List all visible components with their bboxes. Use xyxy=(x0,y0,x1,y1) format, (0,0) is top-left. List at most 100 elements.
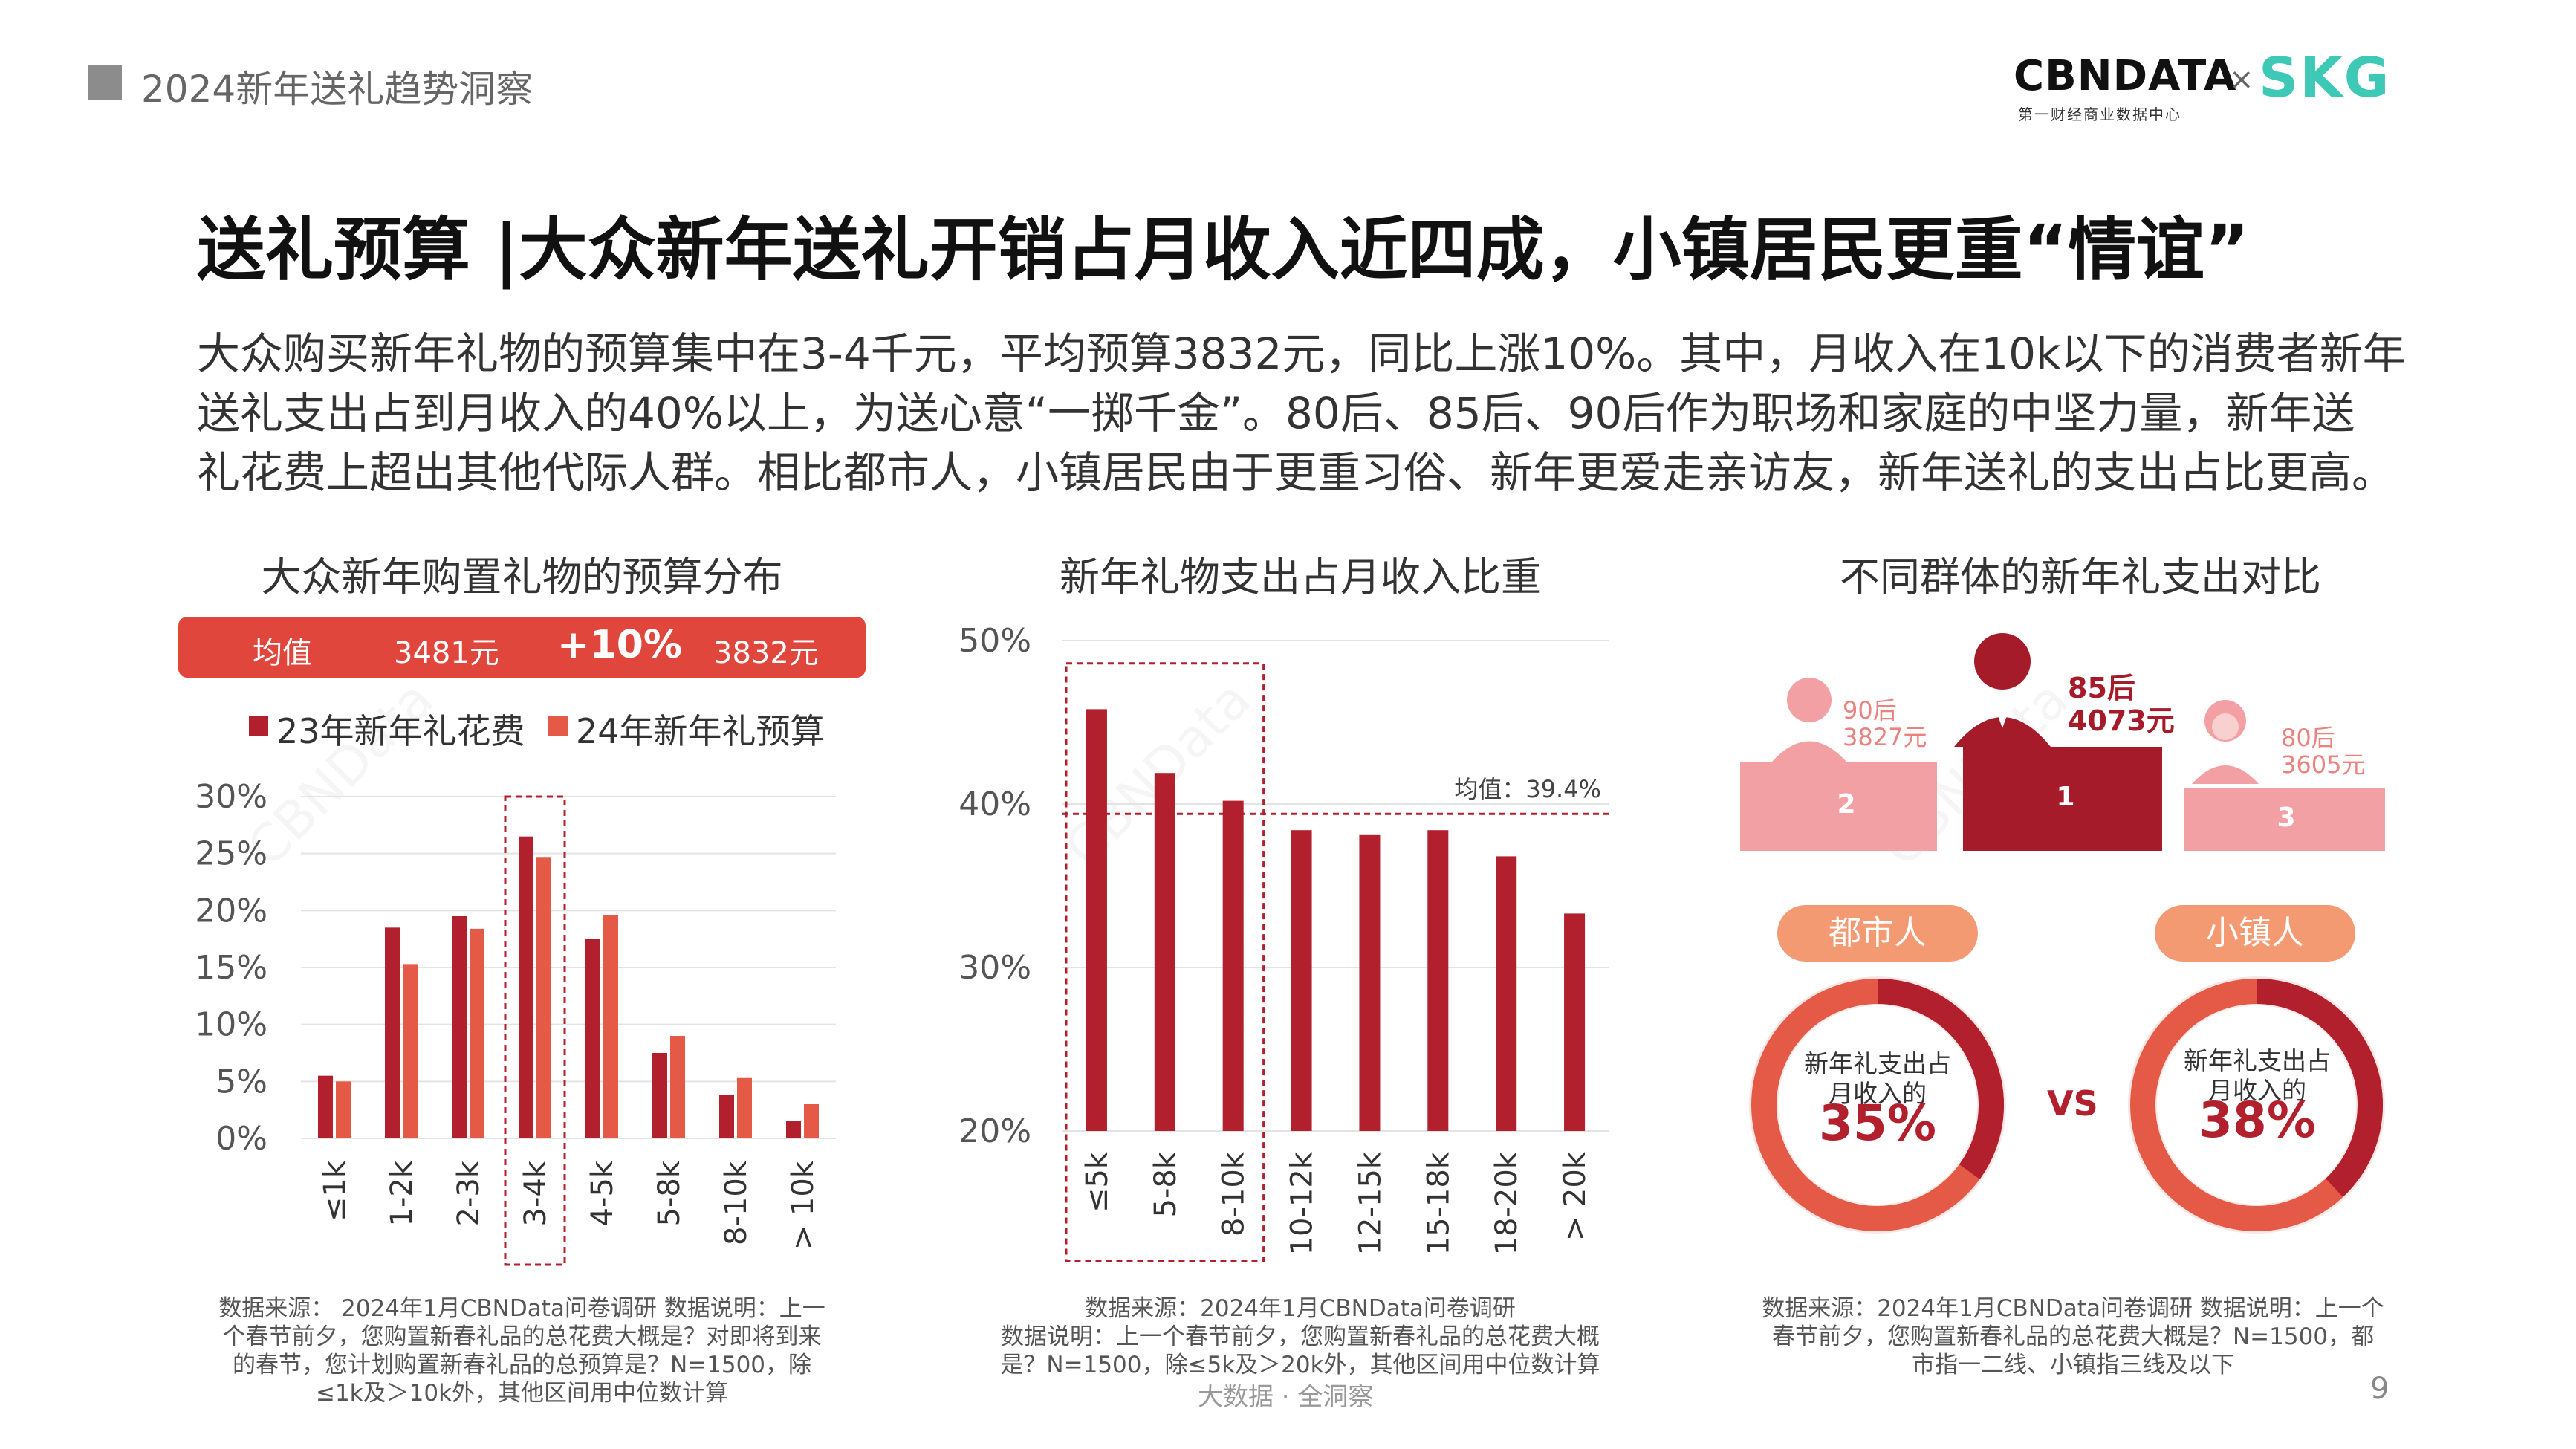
page-number: 9 xyxy=(2370,1372,2390,1406)
legend-label-2024: 24年新年礼预算 xyxy=(576,711,825,751)
bar xyxy=(1291,830,1312,1131)
bar xyxy=(1427,830,1449,1131)
x-tick-label: 15-18k xyxy=(1421,1151,1456,1255)
x-tick-label: 1-2k xyxy=(385,1160,419,1226)
legend-label-2023: 23年新年礼花费 xyxy=(276,711,525,751)
chart3-title: 不同群体的新年礼支出对比 xyxy=(1840,554,2321,600)
y-tick-label: 0% xyxy=(215,1120,267,1158)
average-line-label: 均值：39.4% xyxy=(1454,775,1601,803)
podium-rank-3: 3 xyxy=(2277,803,2296,833)
bar xyxy=(804,1104,819,1138)
y-tick-label: 20% xyxy=(195,892,267,930)
x-tick-label: 18-20k xyxy=(1490,1151,1524,1255)
x-tick-label: 5-8k xyxy=(1149,1151,1183,1217)
y-tick-label: 25% xyxy=(195,835,267,873)
chart2-title: 新年礼物支出占月收入比重 xyxy=(1060,554,1541,600)
x-tick-label: ≤5k xyxy=(1080,1151,1115,1213)
x-tick-label: > 20k xyxy=(1558,1151,1592,1241)
x-tick-label: ≤1k xyxy=(318,1160,352,1222)
y-tick-label: 15% xyxy=(195,949,267,987)
person-85s-icon xyxy=(1954,633,2051,747)
podium-1 xyxy=(1963,747,2162,851)
donut-segment xyxy=(1877,979,2004,1179)
town-donut-value: 38% xyxy=(2199,1092,2316,1149)
x-tick-label: 8-10k xyxy=(719,1160,753,1245)
average-banner: 均值 3481元 +10% 3832元 xyxy=(178,617,866,678)
group-85s-label: 85后 4073元 xyxy=(2068,672,2175,737)
y-tick-label: 30% xyxy=(958,949,1031,987)
skg-logo: SKG xyxy=(2259,46,2391,110)
podium-3 xyxy=(2184,788,2385,851)
bar xyxy=(1359,834,1381,1131)
bar xyxy=(452,916,467,1138)
chart2-source-note: 数据来源：2024年1月CBNData问卷调研 数据说明：上一个春节前夕，您购置… xyxy=(1000,1295,1600,1378)
bar xyxy=(536,857,551,1138)
bar xyxy=(585,939,600,1138)
highlight-box xyxy=(504,795,566,1266)
donut-hole xyxy=(2157,1005,2356,1205)
bar xyxy=(318,1075,333,1138)
average-change: +10% xyxy=(557,623,683,667)
logo-separator: × xyxy=(2229,62,2254,97)
bar xyxy=(1086,709,1107,1131)
intro-line: 礼花费上超出其他代际人群。相比都市人，小镇居民由于更重习俗、新年更爱走亲访友，新… xyxy=(197,447,2395,498)
bar xyxy=(336,1081,351,1138)
vs-label: VS xyxy=(2047,1083,2098,1124)
bar xyxy=(1222,800,1244,1131)
y-tick-label: 30% xyxy=(195,778,267,816)
legend-swatch-2023 xyxy=(249,716,268,736)
bar xyxy=(603,915,618,1138)
podium-rank-2: 2 xyxy=(1837,789,1856,820)
town-donut-caption: 新年礼支出占 月收入的 38% xyxy=(2153,1046,2361,1149)
average-2024-value: 3832元 xyxy=(713,636,819,670)
intro-paragraph: 大众购买新年礼物的预算集中在3-4千元，平均预算3832元，同比上涨10%。其中… xyxy=(197,324,2426,502)
intro-line: 送礼支出占到月收入的40%以上，为送心意“一掷千金”。80后、85后、90后作为… xyxy=(197,388,2355,438)
cbndata-logo: CBNDATA xyxy=(2014,52,2237,100)
x-tick-label: 2-3k xyxy=(452,1160,486,1226)
bar xyxy=(470,928,484,1138)
y-tick-label: 50% xyxy=(958,622,1031,660)
bar xyxy=(519,836,533,1138)
bar xyxy=(737,1077,752,1138)
donut-segment xyxy=(2256,979,2383,1197)
donut-hole xyxy=(1778,1005,1977,1205)
legend-swatch-2024 xyxy=(548,716,568,736)
bar xyxy=(1564,913,1586,1131)
average-2023-value: 3481元 xyxy=(394,636,499,670)
average-label: 均值 xyxy=(253,636,312,670)
group-90s-label: 90后 3827元 xyxy=(1843,696,1927,751)
x-tick-label: 10-12k xyxy=(1285,1151,1320,1255)
page-title: 送礼预算 |大众新年送礼开销占月收入近四成，小镇居民更重“情谊” xyxy=(197,210,2250,290)
x-tick-label: 3-4k xyxy=(519,1160,553,1226)
header-title: 2024新年送礼趋势洞察 xyxy=(141,68,533,111)
x-tick-label: 8-10k xyxy=(1217,1151,1251,1236)
x-tick-label: 12-15k xyxy=(1353,1151,1387,1255)
bar xyxy=(403,964,418,1138)
y-tick-label: 10% xyxy=(195,1006,267,1044)
person-80s-icon xyxy=(2192,700,2259,784)
y-tick-label: 5% xyxy=(215,1063,267,1100)
urban-donut-value: 35% xyxy=(1819,1095,1936,1152)
x-tick-label: > 10k xyxy=(786,1160,820,1250)
footer-tagline: 大数据 · 全洞察 xyxy=(1198,1382,1374,1412)
x-tick-label: 5-8k xyxy=(652,1160,687,1226)
bar xyxy=(1154,773,1175,1131)
bar xyxy=(719,1095,734,1138)
chart1-source-note: 数据来源： 2024年1月CBNData问卷调研 数据说明：上一 个春节前夕，您… xyxy=(218,1295,825,1407)
podium-rank-1: 1 xyxy=(2056,782,2075,812)
town-pill: 小镇人 xyxy=(2155,905,2355,962)
urban-donut-caption: 新年礼支出占 月收入的 35% xyxy=(1774,1049,1982,1152)
bar xyxy=(670,1036,685,1138)
bar xyxy=(786,1121,801,1138)
bar xyxy=(1496,856,1517,1131)
group-80s-label: 80后 3605元 xyxy=(2281,724,2366,779)
intro-line: 大众购买新年礼物的预算集中在3-4千元，平均预算3832元，同比上涨10%。其中… xyxy=(197,328,2406,379)
bar xyxy=(385,927,400,1138)
bar xyxy=(652,1053,667,1138)
y-tick-label: 20% xyxy=(958,1112,1031,1150)
y-tick-label: 40% xyxy=(958,785,1031,823)
highlight-box xyxy=(1065,662,1265,1262)
x-tick-label: 4-5k xyxy=(585,1160,620,1226)
